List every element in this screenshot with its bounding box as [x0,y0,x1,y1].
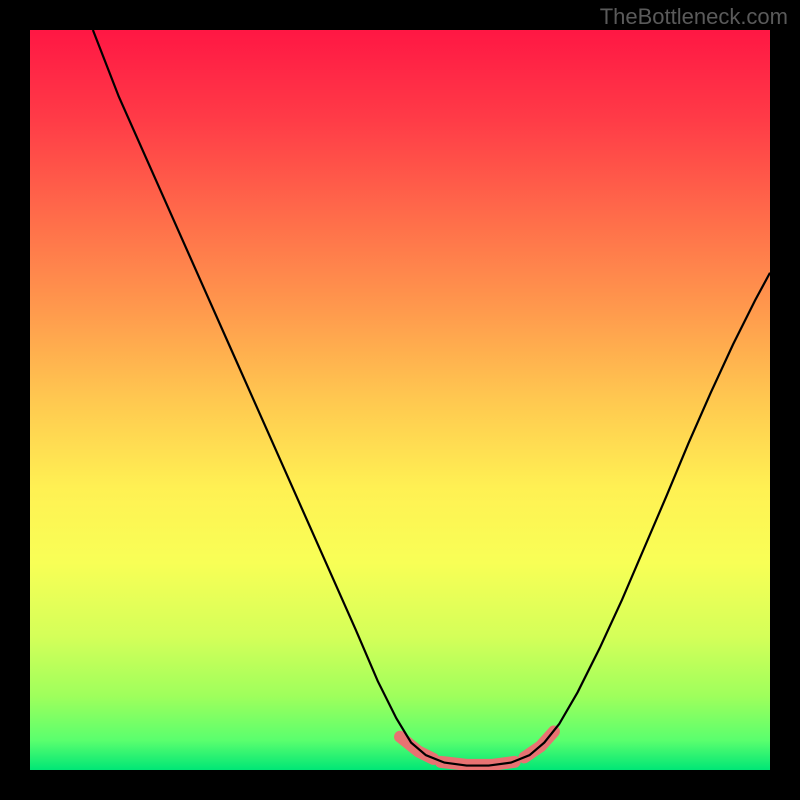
watermark-text: TheBottleneck.com [600,4,788,30]
plot-area [30,30,770,770]
bottleneck-curve [30,30,770,770]
